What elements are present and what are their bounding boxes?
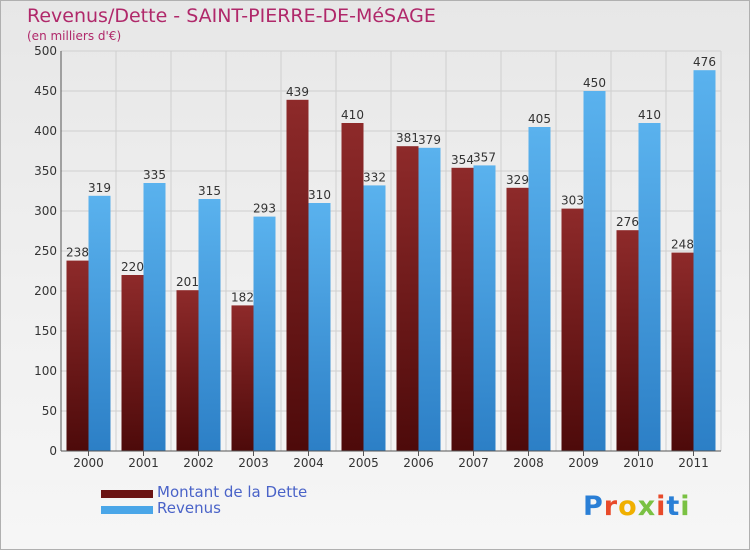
legend-swatch-revenus: [101, 506, 153, 514]
logo-letter: t: [666, 491, 681, 522]
bar-dette: [451, 167, 474, 452]
data-label-dette: 303: [561, 194, 584, 208]
data-label-dette: 354: [451, 153, 474, 167]
bar-dette: [396, 146, 419, 451]
data-label-revenus: 476: [693, 55, 716, 69]
bar-revenus: [583, 91, 606, 451]
bar-revenus: [528, 127, 551, 451]
data-label-dette: 381: [396, 131, 419, 145]
legend-swatch-dette: [101, 490, 153, 498]
bar-revenus: [143, 183, 166, 451]
logo-letter: x: [637, 491, 657, 522]
bar-dette: [341, 123, 364, 451]
x-tick-label: 2011: [678, 456, 709, 470]
data-label-revenus: 319: [88, 181, 111, 195]
bar-dette: [506, 187, 529, 452]
logo-letter: r: [603, 491, 619, 522]
y-tick-label: 300: [34, 204, 57, 218]
data-label-dette: 220: [121, 260, 144, 274]
x-tick-label: 2003: [238, 456, 269, 470]
bar-dette: [286, 99, 309, 452]
data-label-revenus: 335: [143, 168, 166, 182]
bar-dette: [671, 252, 694, 451]
data-label-revenus: 310: [308, 188, 331, 202]
data-label-dette: 329: [506, 173, 529, 187]
data-label-revenus: 293: [253, 202, 276, 216]
chart-title: Revenus/Dette - SAINT-PIERRE-DE-MéSAGE: [27, 5, 436, 27]
data-label-dette: 276: [616, 215, 639, 229]
x-tick-label: 2001: [128, 456, 159, 470]
x-tick-label: 2006: [403, 456, 434, 470]
bar-revenus: [198, 199, 221, 451]
bar-revenus: [693, 70, 716, 451]
data-label-revenus: 405: [528, 112, 551, 126]
data-label-dette: 439: [286, 85, 309, 99]
y-tick-label: 250: [34, 244, 57, 258]
data-label-revenus: 332: [363, 170, 386, 184]
bar-revenus: [88, 195, 111, 451]
logo-letter: i: [680, 491, 691, 522]
y-tick-label: 350: [34, 164, 57, 178]
x-tick-label: 2002: [183, 456, 214, 470]
data-label-revenus: 450: [583, 76, 606, 90]
x-tick-label: 2010: [623, 456, 654, 470]
x-tick-label: 2004: [293, 456, 324, 470]
y-tick-label: 450: [34, 84, 57, 98]
y-tick-label: 150: [34, 324, 57, 338]
legend-label-revenus: Revenus: [157, 499, 221, 517]
proxiti-logo: Proxiti: [583, 491, 691, 522]
logo-letter: P: [583, 491, 604, 522]
logo-letter: i: [656, 491, 667, 522]
data-label-revenus: 379: [418, 133, 441, 147]
x-tick-label: 2000: [73, 456, 104, 470]
logo-letter: o: [618, 491, 638, 522]
bar-dette: [121, 275, 144, 451]
y-tick-label: 200: [34, 284, 57, 298]
y-tick-label: 50: [42, 404, 57, 418]
data-label-dette: 248: [671, 238, 694, 252]
data-label-revenus: 357: [473, 150, 496, 164]
data-label-dette: 410: [341, 108, 364, 122]
bar-dette: [231, 305, 254, 451]
bar-dette: [66, 260, 89, 451]
x-tick-label: 2005: [348, 456, 379, 470]
data-label-revenus: 315: [198, 184, 221, 198]
bar-revenus: [363, 185, 386, 451]
data-label-dette: 238: [66, 246, 89, 260]
chart-subtitle: (en milliers d'€): [27, 29, 122, 43]
y-tick-label: 400: [34, 124, 57, 138]
legend-label-dette: Montant de la Dette: [157, 483, 308, 501]
x-tick-label: 2009: [568, 456, 599, 470]
bar-revenus: [308, 203, 331, 451]
x-tick-label: 2008: [513, 456, 544, 470]
bar-dette: [176, 290, 199, 451]
bar-dette: [616, 230, 639, 451]
bar-dette: [561, 208, 584, 451]
data-label-revenus: 410: [638, 108, 661, 122]
y-tick-label: 0: [49, 444, 57, 458]
data-label-dette: 182: [231, 290, 254, 304]
x-tick-label: 2007: [458, 456, 489, 470]
bar-revenus: [253, 216, 276, 451]
data-label-dette: 201: [176, 275, 199, 289]
bar-revenus: [638, 123, 661, 451]
bar-revenus: [418, 147, 441, 452]
bar-revenus: [473, 165, 496, 451]
y-tick-label: 500: [34, 44, 57, 58]
y-tick-label: 100: [34, 364, 57, 378]
